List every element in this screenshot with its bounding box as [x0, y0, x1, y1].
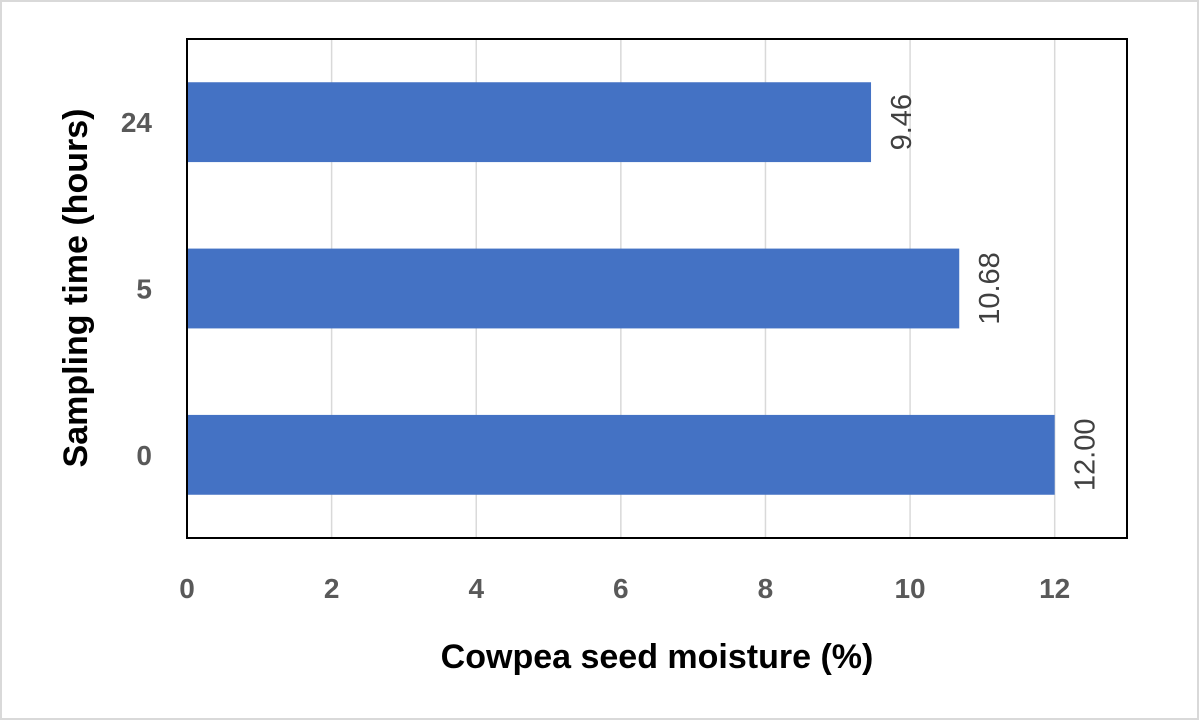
x-tick-label-4: 4: [468, 573, 484, 604]
data-labels: 12.00 10.68 9.46: [886, 94, 1102, 491]
data-label-0: 12.00: [1070, 419, 1102, 492]
y-axis-title: Sampling time (hours): [57, 109, 95, 468]
x-tick-label-6: 6: [613, 573, 629, 604]
y-tick-label-0: 0: [136, 440, 152, 471]
x-tick-label-12: 12: [1039, 573, 1070, 604]
bars: [187, 82, 1055, 495]
plot-area-frame: [186, 38, 1128, 539]
bar-0: [187, 414, 1055, 495]
x-tick-label-10: 10: [894, 573, 925, 604]
x-tick-label-2: 2: [324, 573, 340, 604]
y-axis-ticks: 0 5 24: [121, 107, 153, 471]
y-tick-label-5: 5: [136, 274, 152, 305]
x-tick-label-8: 8: [758, 573, 774, 604]
data-label-5: 10.68: [974, 252, 1006, 325]
data-label-24: 9.46: [886, 94, 918, 150]
x-axis-title: Cowpea seed moisture (%): [441, 638, 874, 676]
bar-24: [187, 82, 872, 163]
y-tick-label-24: 24: [121, 107, 153, 138]
x-axis-ticks: 0 2 4 6 8 10 12: [179, 573, 1070, 604]
bar-5: [187, 248, 960, 329]
x-tick-label-0: 0: [179, 573, 195, 604]
